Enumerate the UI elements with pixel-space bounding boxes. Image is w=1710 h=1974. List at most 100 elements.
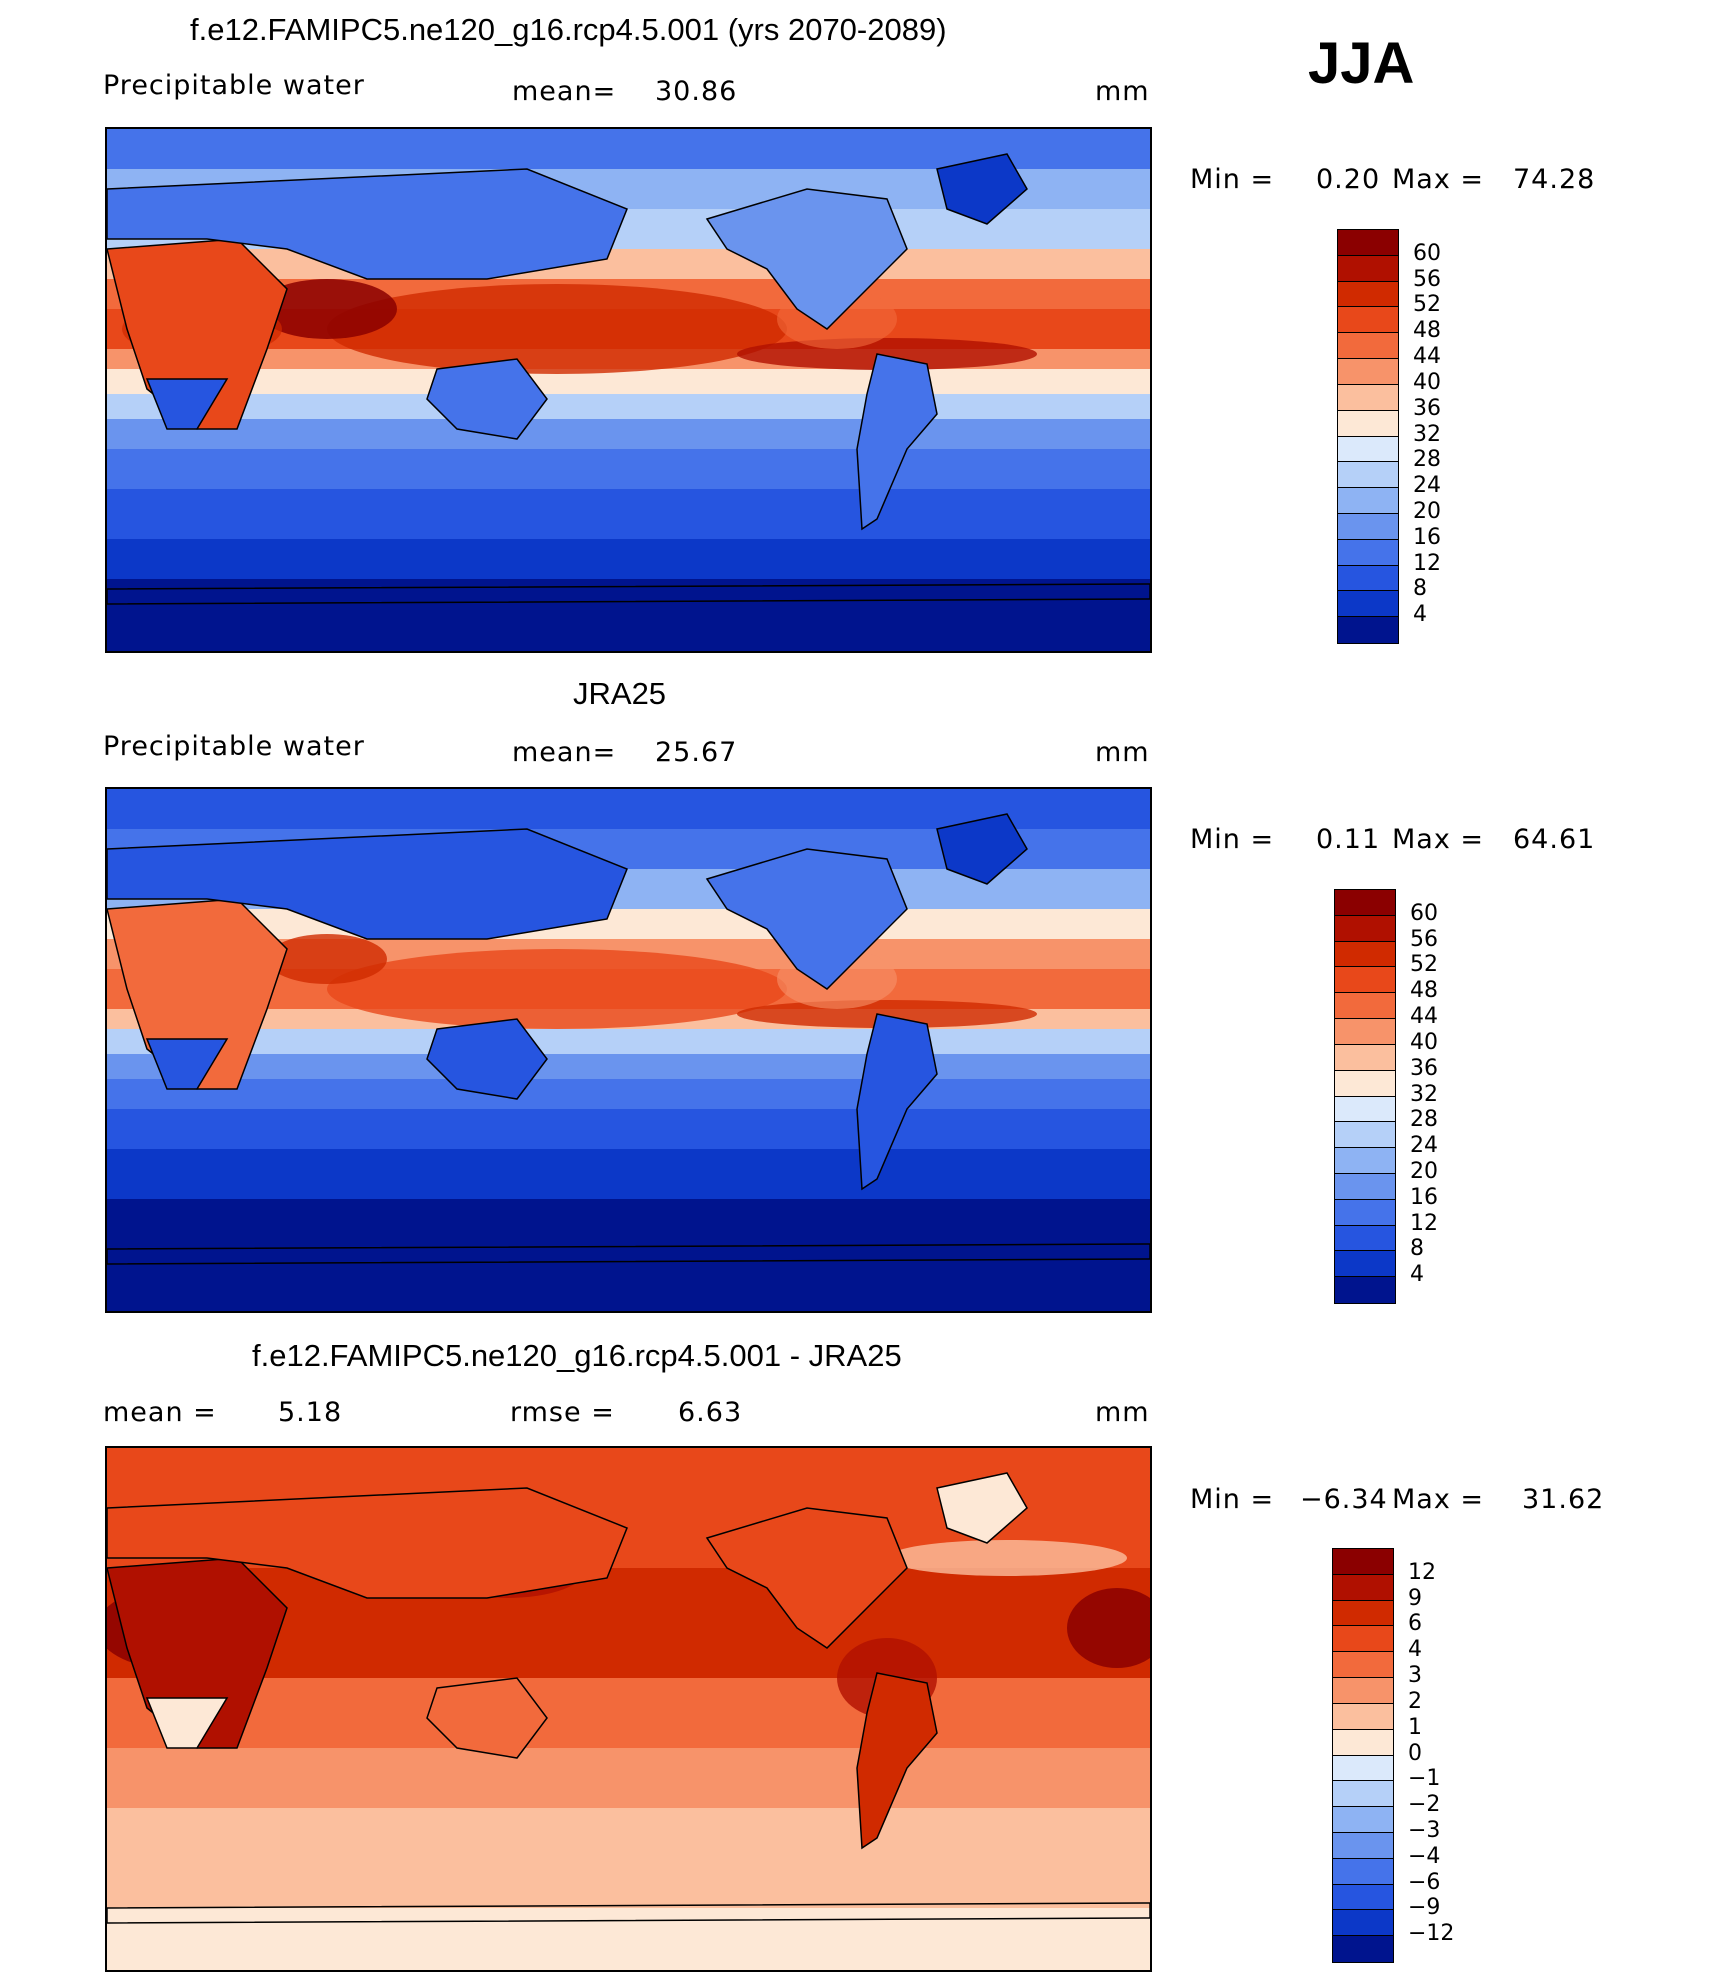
colorbar-tick-label: 20	[1410, 1158, 1438, 1184]
colorbar-tick-label: 36	[1410, 1055, 1438, 1081]
colorbar-tick-label: 4	[1410, 1262, 1424, 1288]
colorbar-swatch	[1333, 1936, 1393, 1962]
panel3-units: mm	[1095, 1397, 1150, 1428]
colorbar-swatch	[1333, 1884, 1393, 1911]
colorbar-swatch	[1338, 281, 1398, 308]
colorbar-swatch	[1333, 1626, 1393, 1653]
panel2-mean-value: 25.67	[655, 737, 738, 768]
panel2-colorbar	[1334, 889, 1396, 1304]
colorbar-tick-label: −9	[1408, 1895, 1441, 1921]
colorbar-tick-label: 0	[1408, 1740, 1422, 1766]
colorbar-swatch	[1338, 462, 1398, 489]
colorbar-tick-label: 4	[1413, 602, 1427, 628]
colorbar-swatch	[1338, 333, 1398, 360]
colorbar-tick-label: 3	[1408, 1663, 1422, 1689]
panel2-max-value: 64.61	[1513, 824, 1596, 855]
colorbar-tick-label: 56	[1410, 926, 1438, 952]
colorbar-swatch	[1333, 1678, 1393, 1704]
colorbar-swatch	[1335, 967, 1395, 994]
colorbar-tick-label: 4	[1408, 1637, 1422, 1663]
colorbar-swatch	[1338, 591, 1398, 618]
colorbar-swatch	[1333, 1652, 1393, 1679]
colorbar-swatch	[1335, 1070, 1395, 1097]
colorbar-tick-label: −4	[1408, 1843, 1441, 1869]
colorbar-swatch	[1333, 1910, 1393, 1937]
colorbar-tick-label: 12	[1410, 1210, 1438, 1236]
colorbar-swatch	[1333, 1600, 1393, 1627]
colorbar-swatch	[1338, 307, 1398, 334]
panel2-map	[105, 787, 1152, 1313]
panel1-units: mm	[1095, 76, 1150, 107]
panel1-max-label: Max =	[1392, 164, 1485, 195]
colorbar-swatch	[1338, 410, 1398, 437]
colorbar-swatch	[1338, 359, 1398, 385]
colorbar-tick-label: 8	[1410, 1236, 1424, 1262]
colorbar-swatch	[1335, 1225, 1395, 1252]
colorbar-swatch	[1335, 890, 1395, 916]
colorbar-tick-label: 44	[1413, 344, 1441, 370]
colorbar-tick-label: 52	[1410, 952, 1438, 978]
colorbar-tick-label: 40	[1410, 1029, 1438, 1055]
colorbar-tick-label: 24	[1410, 1133, 1438, 1159]
colorbar-swatch	[1333, 1832, 1393, 1859]
colorbar-tick-label: −2	[1408, 1792, 1441, 1818]
colorbar-tick-label: 24	[1413, 473, 1441, 499]
colorbar-swatch	[1338, 513, 1398, 540]
colorbar-tick-label: 44	[1410, 1004, 1438, 1030]
colorbar-tick-label: 9	[1408, 1585, 1422, 1611]
panel1-colorbar	[1337, 229, 1399, 644]
colorbar-swatch	[1338, 255, 1398, 282]
panel3-title: f.e12.FAMIPC5.ne120_g16.rcp4.5.001 - JRA…	[252, 1338, 902, 1373]
colorbar-tick-label: 60	[1410, 900, 1438, 926]
panel1-min-label: Min =	[1190, 164, 1275, 195]
panel2-mean-label: mean=	[512, 737, 617, 768]
colorbar-swatch	[1335, 1096, 1395, 1123]
colorbar-swatch	[1333, 1807, 1393, 1833]
colorbar-swatch	[1333, 1781, 1393, 1808]
panel1-map	[105, 127, 1152, 653]
colorbar-swatch	[1338, 539, 1398, 566]
colorbar-swatch	[1335, 915, 1395, 942]
panel3-map	[105, 1446, 1152, 1972]
panel1-mean-value: 30.86	[655, 76, 738, 107]
colorbar-swatch	[1335, 941, 1395, 968]
panel1-min-value: 0.20	[1316, 164, 1381, 195]
colorbar-swatch	[1333, 1549, 1393, 1575]
panel1-variable: Precipitable water	[103, 70, 365, 101]
colorbar-swatch	[1338, 384, 1398, 411]
panel3-max-value: 31.62	[1522, 1484, 1605, 1515]
colorbar-swatch	[1335, 1044, 1395, 1071]
panel2-min-value: 0.11	[1316, 824, 1381, 855]
colorbar-tick-label: 12	[1408, 1559, 1436, 1585]
panel3-rmse-label: rmse =	[510, 1397, 615, 1428]
colorbar-swatch	[1338, 617, 1398, 643]
panel1-mean-label: mean=	[512, 76, 617, 107]
panel3-colorbar	[1332, 1548, 1394, 1963]
colorbar-tick-label: 8	[1413, 576, 1427, 602]
colorbar-tick-label: 6	[1408, 1611, 1422, 1637]
colorbar-tick-label: −1	[1408, 1766, 1441, 1792]
panel3-min-value: −6.34	[1300, 1484, 1388, 1515]
colorbar-tick-label: 12	[1413, 550, 1441, 576]
colorbar-tick-label: 36	[1413, 395, 1441, 421]
colorbar-swatch	[1335, 993, 1395, 1020]
colorbar-tick-label: 56	[1413, 266, 1441, 292]
colorbar-swatch	[1333, 1703, 1393, 1730]
colorbar-swatch	[1338, 230, 1398, 256]
colorbar-swatch	[1335, 1173, 1395, 1200]
colorbar-tick-label: 52	[1413, 292, 1441, 318]
panel3-rmse-value: 6.63	[678, 1397, 743, 1428]
panel2-max-label: Max =	[1392, 824, 1485, 855]
colorbar-tick-label: 28	[1413, 447, 1441, 473]
colorbar-tick-label: 2	[1408, 1688, 1422, 1714]
colorbar-swatch	[1333, 1755, 1393, 1782]
colorbar-tick-label: −12	[1408, 1921, 1455, 1947]
colorbar-tick-label: 28	[1410, 1107, 1438, 1133]
panel3-mean-value: 5.18	[278, 1397, 343, 1428]
panel2-title: JRA25	[573, 676, 667, 711]
colorbar-swatch	[1333, 1858, 1393, 1885]
colorbar-swatch	[1333, 1729, 1393, 1756]
colorbar-swatch	[1335, 1019, 1395, 1045]
panel2-units: mm	[1095, 737, 1150, 768]
colorbar-tick-label: 60	[1413, 240, 1441, 266]
